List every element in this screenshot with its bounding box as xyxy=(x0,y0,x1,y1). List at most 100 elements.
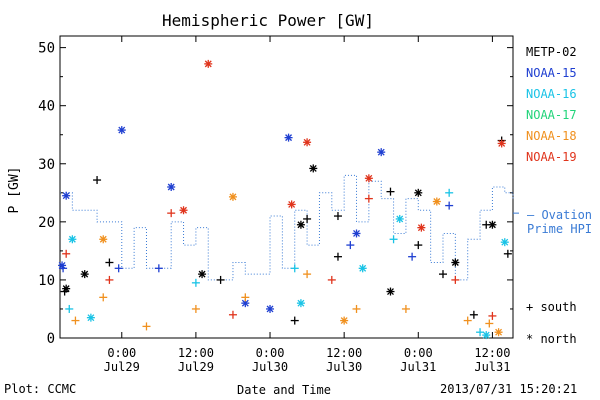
data-point-south xyxy=(154,264,163,273)
legend-north: * north xyxy=(526,332,577,346)
star-d2 xyxy=(498,139,506,147)
data-point-south xyxy=(167,209,176,218)
data-point-north xyxy=(386,287,395,296)
data-point-north xyxy=(377,148,386,157)
x-tick-label-date: Jul30 xyxy=(252,360,288,374)
data-point-north xyxy=(68,235,77,244)
data-point-north xyxy=(395,214,404,223)
data-point-south xyxy=(191,278,200,287)
star-d2 xyxy=(229,193,237,201)
data-point-north xyxy=(488,220,497,229)
data-point-south xyxy=(451,275,460,284)
star-d2 xyxy=(266,305,274,313)
data-point-north xyxy=(117,126,126,135)
star-d2 xyxy=(377,148,385,156)
star-d2 xyxy=(451,259,459,266)
plot-credit: Plot: CCMC xyxy=(4,382,77,396)
data-point-south xyxy=(333,212,342,221)
legend-entry: NOAA-17 xyxy=(526,108,577,122)
star-d2 xyxy=(198,270,206,278)
data-point-north xyxy=(296,299,305,308)
plot-timestamp: 2013/07/31 15:20:21 xyxy=(440,382,578,396)
star-d2 xyxy=(396,215,404,223)
x-tick-label-time: 12:00 xyxy=(178,346,214,360)
y-tick-label: 50 xyxy=(38,41,55,57)
data-point-north xyxy=(241,299,250,308)
star-d2 xyxy=(62,192,70,200)
legend-entry: NOAA-18 xyxy=(526,129,577,143)
x-tick-label-time: 0:00 xyxy=(256,346,285,360)
data-point-north xyxy=(167,183,176,191)
data-point-south xyxy=(445,188,454,197)
data-point-north xyxy=(340,316,349,325)
data-point-south xyxy=(216,275,225,284)
star-d2 xyxy=(167,183,175,191)
data-point-south xyxy=(476,328,485,337)
legend: METP-02 NOAA-15 NOAA-16 NOAA-17 NOAA-18 NOAA-… xyxy=(526,45,592,346)
chart-title: Hemispheric Power [GW] xyxy=(162,11,374,30)
x-tick-label-date: Jul31 xyxy=(400,360,436,374)
data-point-north xyxy=(179,206,188,215)
data-point-south xyxy=(303,270,312,279)
data-point-north xyxy=(451,258,460,267)
y-tick-label: 0 xyxy=(47,331,55,347)
star-d2 xyxy=(482,331,490,339)
data-point-south xyxy=(408,252,417,261)
star-d2 xyxy=(488,221,496,229)
data-point-north xyxy=(80,270,89,279)
star-d2 xyxy=(68,235,76,243)
data-point-south xyxy=(228,310,237,319)
data-point-south xyxy=(386,187,395,196)
star-d2 xyxy=(118,126,126,134)
x-tick-label-time: 0:00 xyxy=(404,346,433,360)
y-tick-label: 30 xyxy=(38,157,55,173)
star-d2 xyxy=(204,60,212,68)
star-d2 xyxy=(180,206,188,214)
data-point-south xyxy=(488,311,497,320)
data-point-north xyxy=(266,304,275,313)
data-point-north xyxy=(99,235,108,244)
data-point-south xyxy=(65,304,74,313)
data-point-north xyxy=(62,191,71,200)
data-point-south xyxy=(485,319,494,328)
satellite-markers xyxy=(58,59,512,340)
star-d2 xyxy=(99,235,107,243)
plot-frame xyxy=(59,35,514,339)
ovation-hpi-series xyxy=(60,174,519,281)
legend-ovation-line2: Prime HPI xyxy=(527,222,592,236)
data-point-south xyxy=(71,316,80,325)
x-tick-label-date: Jul29 xyxy=(104,360,140,374)
data-point-north xyxy=(482,331,491,340)
data-point-south xyxy=(333,252,342,261)
data-point-south xyxy=(114,264,123,273)
data-point-south xyxy=(445,201,454,210)
star-d2 xyxy=(288,200,296,208)
y-tick-label: 10 xyxy=(38,273,55,289)
data-point-south xyxy=(401,304,410,313)
data-point-north xyxy=(497,139,506,148)
data-point-south xyxy=(105,258,114,267)
ovation-hpi-line xyxy=(60,174,514,281)
star-d2 xyxy=(501,238,509,246)
data-point-north xyxy=(86,313,95,322)
data-point-north xyxy=(204,59,213,68)
data-point-north xyxy=(432,197,441,206)
legend-entry: NOAA-16 xyxy=(526,87,577,101)
data-point-north xyxy=(296,220,305,229)
data-point-south xyxy=(438,270,447,279)
data-point-south xyxy=(99,293,108,302)
star-d2 xyxy=(285,134,293,142)
data-point-south xyxy=(93,176,102,185)
star-d2 xyxy=(414,189,422,197)
data-point-south xyxy=(463,316,472,325)
data-point-north xyxy=(500,238,509,247)
star-d2 xyxy=(303,138,311,146)
data-point-south xyxy=(346,241,355,250)
star-d2 xyxy=(81,270,89,278)
data-point-south xyxy=(364,194,373,203)
data-point-north xyxy=(358,264,367,273)
data-point-north xyxy=(228,192,237,201)
data-point-south xyxy=(290,316,299,325)
data-point-north xyxy=(287,200,296,209)
x-tick-label-date: Jul29 xyxy=(178,360,214,374)
